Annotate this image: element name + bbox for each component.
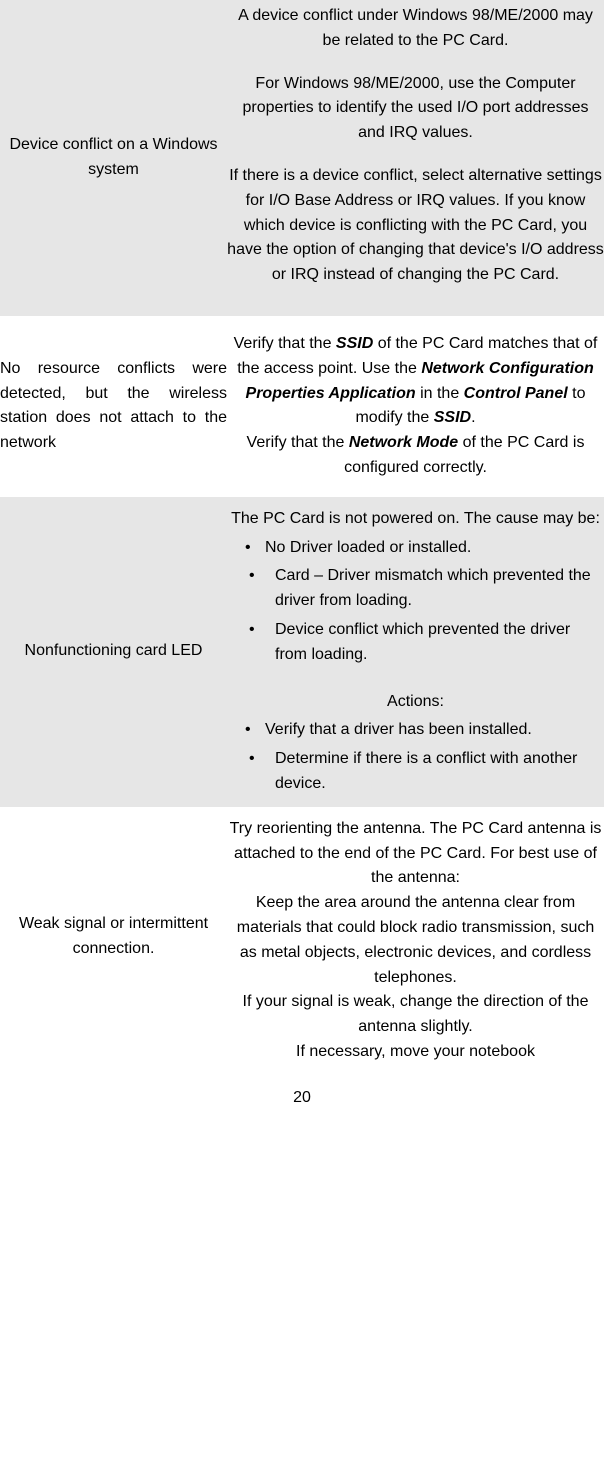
problem-text: Device conflict on a Windows system <box>9 136 217 178</box>
solution-para: A device conflict under Windows 98/ME/20… <box>227 4 604 54</box>
text-run-bi: SSID <box>336 335 373 352</box>
problem-cell: Device conflict on a Windows system <box>0 0 227 316</box>
text-run-bi: Network Mode <box>349 434 458 451</box>
list-item: No Driver loaded or installed. <box>227 534 604 563</box>
solution-para: Verify that the Network Mode of the PC C… <box>227 431 604 481</box>
text-run: in the <box>416 385 464 402</box>
cause-list: No Driver loaded or installed. Card – Dr… <box>227 534 604 670</box>
solution-para: If your signal is weak, change the direc… <box>227 990 604 1040</box>
solution-para: Keep the area around the antenna clear f… <box>227 891 604 990</box>
table-row: No resource conflicts were detected, but… <box>0 316 604 497</box>
page-number: 20 <box>0 1067 604 1113</box>
troubleshooting-table: Device conflict on a Windows system A de… <box>0 0 604 1067</box>
list-item: Device conflict which prevented the driv… <box>227 616 604 670</box>
problem-text: Nonfunctioning card LED <box>25 642 203 659</box>
solution-para: If there is a device conflict, select al… <box>227 164 604 288</box>
solution-para: If necessary, move your notebook <box>227 1040 604 1065</box>
list-item: Verify that a driver has been installed. <box>227 716 604 745</box>
problem-cell: Weak signal or intermittent connection. <box>0 807 227 1067</box>
problem-text: Weak signal or intermittent connection. <box>19 915 208 957</box>
problem-text: No resource conflicts were detected, but… <box>0 360 227 451</box>
solution-para: For Windows 98/ME/2000, use the Computer… <box>227 72 604 146</box>
solution-cell: The PC Card is not powered on. The cause… <box>227 497 604 807</box>
table-row: Weak signal or intermittent connection. … <box>0 807 604 1067</box>
actions-list: Verify that a driver has been installed.… <box>227 716 604 798</box>
list-item: Determine if there is a conflict with an… <box>227 745 604 799</box>
table-row: Nonfunctioning card LED The PC Card is n… <box>0 497 604 807</box>
solution-cell: Try reorienting the antenna. The PC Card… <box>227 807 604 1067</box>
problem-cell: Nonfunctioning card LED <box>0 497 227 807</box>
solution-para: Verify that the SSID of the PC Card matc… <box>227 332 604 431</box>
solution-cell: A device conflict under Windows 98/ME/20… <box>227 0 604 316</box>
text-run: Verify that the <box>247 434 349 451</box>
problem-cell: No resource conflicts were detected, but… <box>0 316 227 497</box>
text-run: . <box>471 409 475 426</box>
text-run: Verify that the <box>234 335 336 352</box>
solution-lead: The PC Card is not powered on. The cause… <box>227 507 604 532</box>
text-run-bi: SSID <box>434 409 471 426</box>
text-run-bi: Control Panel <box>464 385 568 402</box>
list-item: Card – Driver mismatch which prevented t… <box>227 562 604 616</box>
actions-heading: Actions: <box>227 690 604 715</box>
solution-cell: Verify that the SSID of the PC Card matc… <box>227 316 604 497</box>
table-row: Device conflict on a Windows system A de… <box>0 0 604 316</box>
solution-para: Try reorienting the antenna. The PC Card… <box>227 817 604 891</box>
